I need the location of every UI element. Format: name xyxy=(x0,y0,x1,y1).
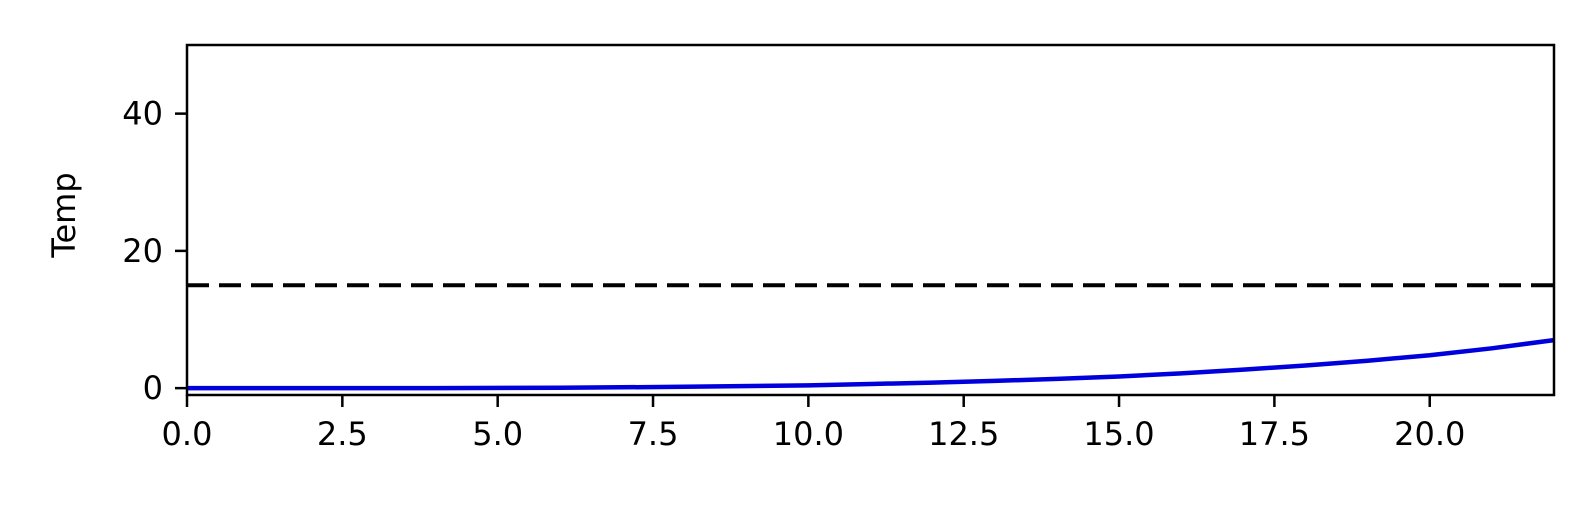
series-line-0 xyxy=(187,337,1555,391)
x-tick-label: 10.0 xyxy=(773,415,844,453)
x-tick-label: 17.5 xyxy=(1239,415,1310,453)
plot-lines xyxy=(187,283,1555,391)
y-tick-label: 20 xyxy=(122,232,163,270)
y-axis-label: Temp xyxy=(45,172,83,258)
y-axis: 0 20 40 xyxy=(122,95,187,407)
plot-frame xyxy=(185,43,1556,397)
y-tick-label: 40 xyxy=(122,95,163,133)
x-tick-label: 2.5 xyxy=(317,415,368,453)
x-tick-label: 0.0 xyxy=(162,415,213,453)
x-axis: 0.0 2.5 5.0 7.5 10.0 12.5 15.0 17.5 20.0 xyxy=(162,395,1465,453)
x-tick-label: 20.0 xyxy=(1394,415,1465,453)
x-tick-label: 5.0 xyxy=(472,415,523,453)
x-tick-label: 15.0 xyxy=(1083,415,1154,453)
y-tick-label: 0 xyxy=(143,369,163,407)
x-tick-label: 12.5 xyxy=(928,415,999,453)
x-tick-label: 7.5 xyxy=(628,415,679,453)
